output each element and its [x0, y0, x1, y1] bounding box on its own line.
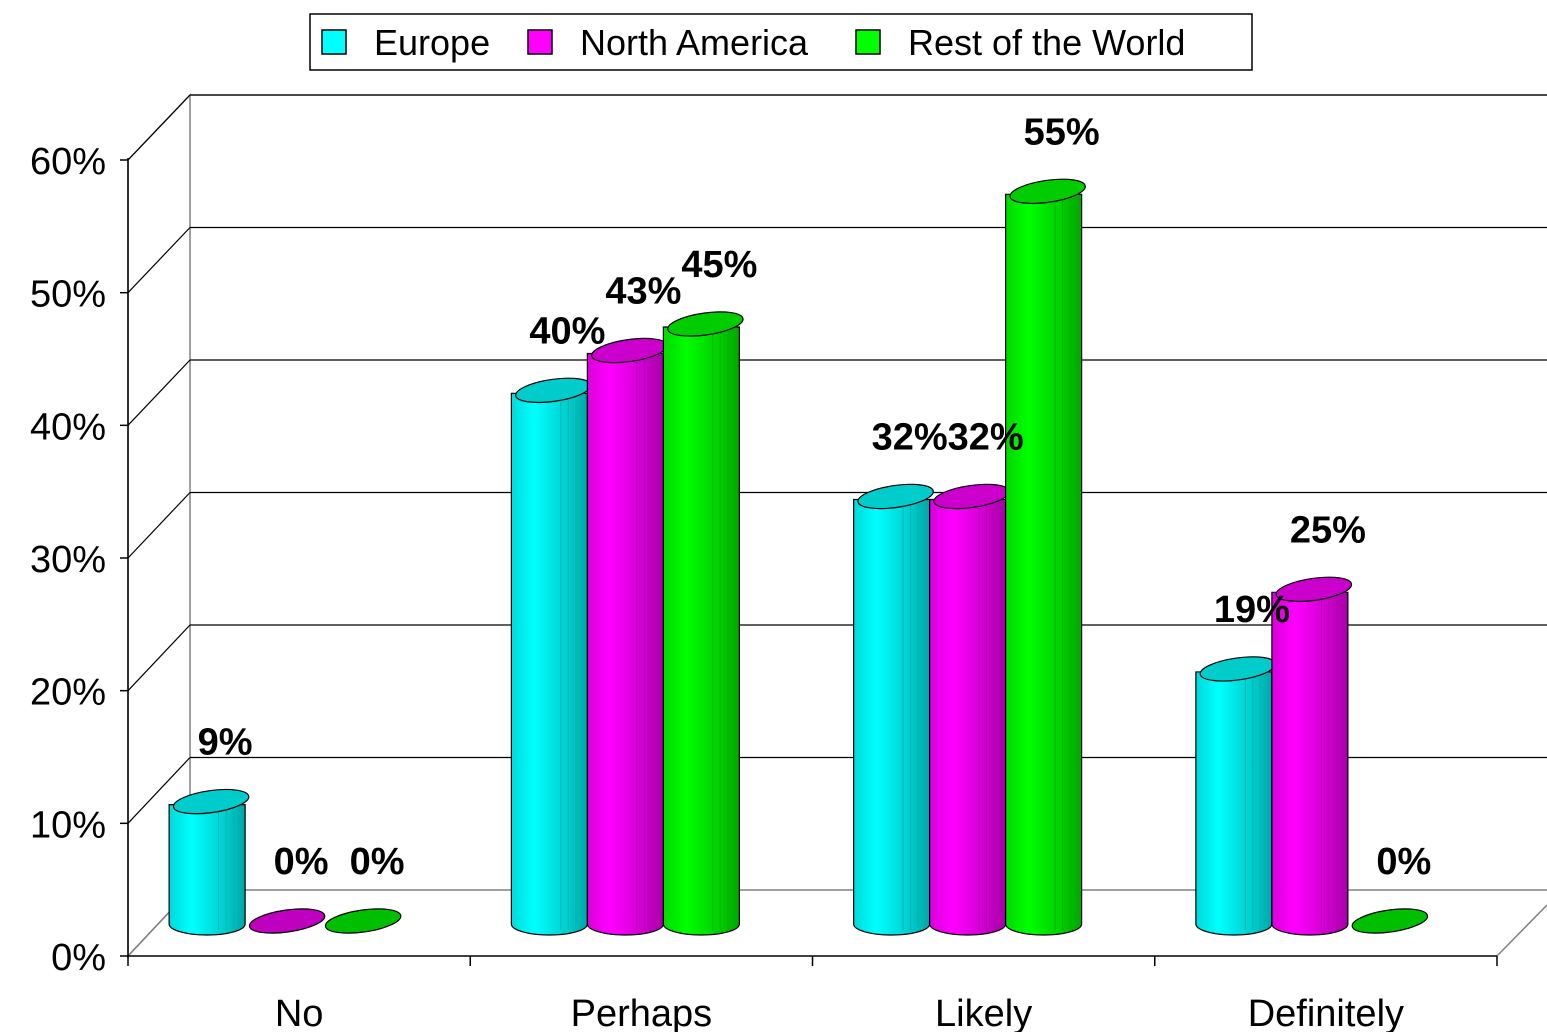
gridline-side [127, 757, 191, 824]
gridline-side [127, 94, 191, 161]
legend-box [309, 13, 1253, 71]
y-tick-label: 50% [30, 274, 106, 316]
data-label: 43% [605, 271, 681, 313]
bar [586, 337, 668, 936]
gridline-side [127, 227, 191, 294]
bar [1195, 656, 1277, 936]
data-label: 25% [1290, 509, 1366, 551]
y-axis: 0% 10% 20% 30% 40% 50% 60% [30, 141, 129, 979]
floor-right-edge [1496, 904, 1547, 957]
data-label: 32% [872, 416, 948, 458]
x-tick-label: Definitely [1248, 993, 1404, 1032]
bar-top [324, 908, 402, 934]
y-tick-label: 60% [30, 141, 106, 183]
bar-top [172, 788, 250, 815]
bar [248, 908, 326, 934]
bars [168, 178, 1429, 936]
gridline-side [127, 624, 191, 692]
data-label: 0% [274, 841, 329, 883]
legend-swatch [855, 29, 881, 55]
data-label: 32% [948, 416, 1024, 458]
data-label: 0% [1376, 841, 1431, 883]
bar [929, 483, 1010, 936]
y-tick-label: 20% [30, 672, 106, 714]
bar [1271, 576, 1353, 936]
data-label: 19% [1214, 589, 1290, 631]
legend-swatch [321, 29, 347, 55]
x-axis: No Perhaps Likely Definitely [127, 955, 1498, 1032]
gridline-side [127, 359, 191, 426]
bar-top [1275, 576, 1353, 603]
bar-top [1351, 908, 1429, 934]
bar [510, 377, 592, 936]
y-tick-label: 0% [51, 937, 106, 979]
data-label: 40% [529, 310, 605, 352]
x-tick-label: Likely [935, 993, 1032, 1032]
legend: Europe North America Rest of the World [309, 13, 1253, 71]
y-tick-label: 30% [30, 539, 106, 581]
y-tick-label: 10% [30, 804, 106, 846]
bar-top [1009, 178, 1086, 205]
legend-label: North America [580, 22, 809, 63]
data-label: 55% [1024, 111, 1100, 153]
data-labels: 9% 0% 0% 40%43%45% 32% 32% 55% 19%25% 0% [198, 111, 1432, 883]
bar [853, 483, 934, 936]
legend-label: Europe [374, 22, 490, 63]
y-tick-label: 40% [30, 406, 106, 448]
data-label: 9% [198, 722, 253, 764]
data-label: 45% [681, 244, 757, 286]
x-tick-label: No [275, 993, 324, 1032]
bar-top [667, 311, 744, 337]
bar [324, 908, 402, 934]
bar-top [248, 908, 326, 934]
gridline-side [127, 492, 191, 559]
bar [1351, 908, 1429, 934]
x-tick-label: Perhaps [571, 993, 713, 1032]
legend-swatch [527, 29, 553, 55]
legend-label: Rest of the World [908, 22, 1185, 63]
data-label: 0% [350, 841, 405, 883]
bar [1005, 178, 1086, 936]
bar-top [857, 483, 934, 510]
bar [662, 311, 744, 936]
bar [168, 788, 250, 936]
